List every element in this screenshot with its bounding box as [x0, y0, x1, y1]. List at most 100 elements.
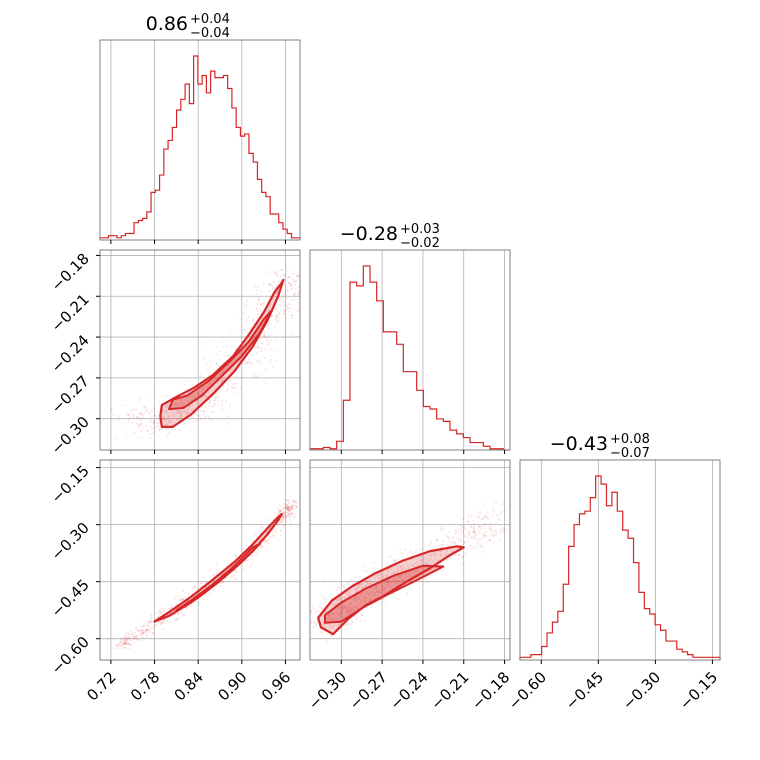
sample-point: [279, 518, 282, 521]
sample-point: [204, 415, 207, 418]
sample-point: [209, 575, 212, 578]
sample-point: [467, 539, 470, 542]
sample-point: [174, 401, 177, 404]
sample-point: [220, 340, 223, 343]
sample-point: [288, 500, 291, 503]
sample-point: [376, 585, 379, 588]
sample-point: [192, 408, 195, 411]
sample-point: [217, 391, 220, 394]
sample-point: [140, 413, 143, 416]
sample-point: [173, 609, 176, 612]
sample-point: [386, 579, 389, 582]
sample-point: [149, 413, 152, 416]
sample-point: [222, 344, 225, 347]
sample-point: [266, 323, 269, 326]
sample-point: [167, 403, 170, 406]
sample-point: [278, 270, 281, 273]
sample-point: [472, 531, 475, 534]
sample-point: [175, 409, 178, 412]
sample-point: [327, 613, 330, 616]
sample-point: [338, 587, 341, 590]
sample-point: [277, 522, 280, 525]
sample-point: [346, 610, 349, 613]
sample-point: [130, 643, 133, 646]
sample-point: [307, 294, 309, 296]
sample-point: [419, 559, 422, 562]
histogram-1: [99, 55, 301, 240]
sample-point: [268, 282, 271, 285]
sample-point: [364, 600, 367, 603]
histogram-3: [519, 475, 721, 660]
sample-point: [404, 548, 407, 551]
sample-point: [125, 433, 128, 436]
sample-point: [290, 512, 293, 515]
sample-point: [176, 617, 179, 620]
sample-point: [131, 633, 134, 636]
sample-point: [170, 606, 173, 609]
sample-point: [352, 580, 355, 583]
sample-point: [188, 380, 191, 383]
sample-point: [274, 271, 277, 274]
sample-point: [386, 570, 389, 573]
sample-point: [143, 629, 146, 632]
sample-point: [283, 498, 286, 501]
sample-point: [500, 511, 503, 514]
sample-point: [289, 507, 292, 510]
sample-point: [180, 416, 183, 419]
sample-point: [282, 526, 285, 529]
sample-point: [396, 598, 399, 601]
sample-point: [294, 291, 297, 294]
sample-point: [178, 428, 181, 431]
sample-point: [246, 304, 249, 307]
sample-point: [137, 426, 140, 429]
sample-point: [273, 287, 276, 290]
sample-point: [293, 501, 296, 504]
sample-point: [149, 621, 152, 624]
scatter-panel-3: [309, 459, 511, 664]
sample-point: [228, 576, 231, 579]
sample-point: [235, 347, 238, 350]
sample-point: [260, 342, 263, 345]
sample-point: [140, 632, 143, 635]
sample-point: [442, 539, 445, 542]
sample-point: [112, 647, 115, 650]
sample-point: [470, 513, 473, 516]
sample-point: [446, 535, 449, 538]
sample-point: [175, 411, 178, 414]
sample-point: [246, 331, 249, 334]
sample-point: [233, 391, 236, 394]
sample-point: [354, 605, 357, 608]
sample-point: [146, 634, 149, 637]
sample-point: [234, 382, 237, 385]
sample-point: [140, 629, 143, 632]
sample-point: [449, 542, 452, 545]
sample-point: [150, 616, 153, 619]
sample-point: [152, 426, 155, 429]
sample-point: [283, 309, 286, 312]
sample-point: [247, 358, 250, 361]
sample-point: [151, 627, 154, 630]
sample-point: [145, 629, 148, 632]
sample-point: [474, 534, 477, 537]
sample-point: [151, 614, 154, 617]
sample-point: [344, 605, 347, 608]
sample-point: [182, 597, 185, 600]
sample-point: [264, 382, 267, 385]
sample-point: [277, 319, 280, 322]
sample-point: [119, 641, 122, 644]
sample-point: [286, 508, 289, 511]
sample-point: [455, 531, 458, 534]
sample-point: [383, 587, 386, 590]
sample-point: [219, 373, 222, 376]
sample-point: [341, 611, 344, 614]
sample-point: [142, 631, 145, 634]
sample-point: [200, 397, 203, 400]
sample-point: [483, 536, 486, 539]
sample-point: [183, 614, 186, 617]
sample-point: [289, 509, 292, 512]
sample-point: [278, 523, 281, 526]
sample-point: [347, 610, 350, 613]
sample-point: [291, 515, 294, 518]
sample-point: [406, 592, 409, 595]
sample-point: [281, 300, 284, 303]
